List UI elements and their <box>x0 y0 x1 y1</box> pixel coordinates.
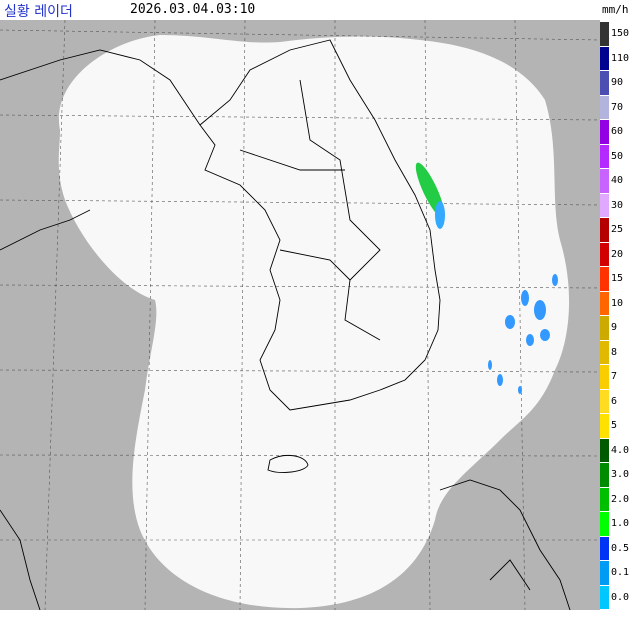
legend-label: 40 <box>611 175 624 187</box>
legend-row: 10 <box>600 291 635 316</box>
legend-label: 25 <box>611 224 624 236</box>
legend-label: 60 <box>611 126 624 138</box>
legend-row: 1.0 <box>600 512 635 537</box>
legend-swatch <box>600 242 609 267</box>
legend-swatch <box>600 536 609 561</box>
legend-swatch <box>600 144 609 169</box>
legend-row: 30 <box>600 193 635 218</box>
legend-label: 150 <box>611 28 630 40</box>
legend-swatch <box>600 71 609 96</box>
legend-row: 15 <box>600 267 635 292</box>
legend-label: 4.0 <box>611 444 630 456</box>
legend-label: 10 <box>611 297 624 309</box>
legend-row: 20 <box>600 242 635 267</box>
timestamp: 2026.03.04.03:10 <box>130 2 256 17</box>
legend-label: 90 <box>611 77 624 89</box>
legend-label: 2.0 <box>611 493 630 505</box>
legend-swatch <box>600 340 609 365</box>
legend-label: 110 <box>611 52 630 64</box>
rain-echoes <box>415 162 558 394</box>
legend-row: 50 <box>600 144 635 169</box>
legend-swatch <box>600 95 609 120</box>
legend-row: 8 <box>600 340 635 365</box>
legend-label: 15 <box>611 273 624 285</box>
legend-label: 1.0 <box>611 518 630 530</box>
legend-swatch <box>600 365 609 390</box>
legend-row: 150 <box>600 22 635 47</box>
legend-row: 70 <box>600 95 635 120</box>
legend-row: 6 <box>600 389 635 414</box>
legend-row: 60 <box>600 120 635 145</box>
legend-swatch <box>600 267 609 292</box>
legend-swatch <box>600 218 609 243</box>
legend-swatch <box>600 512 609 537</box>
legend-row: 90 <box>600 71 635 96</box>
legend-swatch <box>600 316 609 341</box>
legend-row: 7 <box>600 365 635 390</box>
legend-row: 9 <box>600 316 635 341</box>
color-legend: 150 110 90 70 60 50 40 30 25 20 15 10 9 8 7 6 5 4.0 3.0 2.0… <box>600 22 635 610</box>
legend-row: 110 <box>600 46 635 71</box>
legend-label: 0.1 <box>611 567 630 579</box>
legend-label: 30 <box>611 199 624 211</box>
page-title: 실황 레이더 <box>4 4 73 20</box>
legend-swatch <box>600 46 609 71</box>
legend-label: 50 <box>611 150 624 162</box>
legend-row: 0.0 <box>600 585 635 610</box>
coastline <box>0 39 571 610</box>
legend-label: 3.0 <box>611 469 630 481</box>
radar-coverage <box>58 35 570 609</box>
legend-row: 40 <box>600 169 635 194</box>
legend-swatch <box>600 463 609 488</box>
legend-label: 0.0 <box>611 591 630 603</box>
legend-row: 0.5 <box>600 536 635 561</box>
legend-row: 2.0 <box>600 487 635 512</box>
legend-swatch <box>600 389 609 414</box>
legend-swatch <box>600 438 609 463</box>
legend-row: 3.0 <box>600 463 635 488</box>
legend-swatch <box>600 22 609 47</box>
legend-row: 0.1 <box>600 561 635 586</box>
legend-label: 20 <box>611 248 624 260</box>
legend-swatch <box>600 291 609 316</box>
grid <box>0 20 600 610</box>
legend-label: 7 <box>611 371 618 383</box>
legend-swatch <box>600 169 609 194</box>
legend-label: 6 <box>611 395 618 407</box>
legend-label: 5 <box>611 420 618 432</box>
legend-swatch <box>600 120 609 145</box>
legend-swatch <box>600 561 609 586</box>
radar-map <box>0 20 600 610</box>
legend-row: 5 <box>600 414 635 439</box>
legend-swatch <box>600 193 609 218</box>
legend-label: 9 <box>611 322 618 334</box>
legend-label: 8 <box>611 346 618 358</box>
legend-swatch <box>600 414 609 439</box>
legend-row: 25 <box>600 218 635 243</box>
unit-label: mm/h <box>602 3 629 16</box>
legend-label: 0.5 <box>611 542 630 554</box>
legend-row: 4.0 <box>600 438 635 463</box>
legend-swatch <box>600 585 609 610</box>
legend-swatch <box>600 487 609 512</box>
legend-label: 70 <box>611 101 624 113</box>
